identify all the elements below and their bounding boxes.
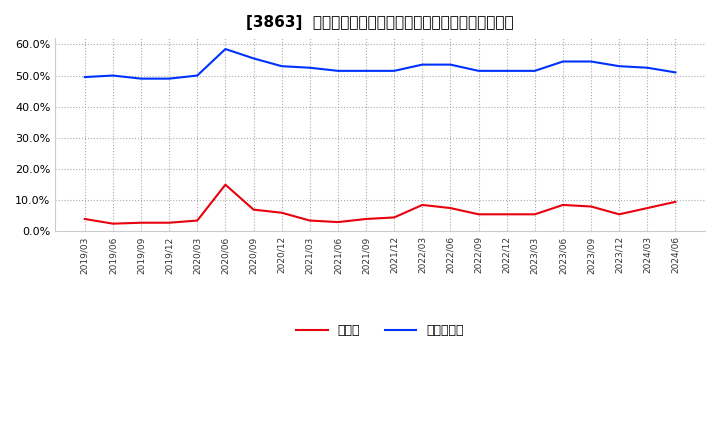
現顔金: [305, 218, 314, 223]
現顔金: [361, 216, 370, 222]
Title: [3863]  現顔金、有利子負債の総資産に対する比率の推移: [3863] 現顔金、有利子負債の総資産に対する比率の推移: [246, 15, 514, 30]
有利子負債: [81, 74, 89, 80]
有利子負債: [277, 63, 286, 69]
現顔金: [671, 199, 680, 205]
現顔金: [390, 215, 398, 220]
現顔金: [643, 205, 652, 211]
有利子負債: [221, 46, 230, 51]
現顔金: [503, 212, 511, 217]
有利子負債: [249, 56, 258, 61]
現顔金: [587, 204, 595, 209]
現顔金: [615, 212, 624, 217]
Line: 現顔金: 現顔金: [85, 185, 675, 224]
現顔金: [277, 210, 286, 216]
有利子負債: [361, 68, 370, 73]
現顔金: [333, 220, 342, 225]
有利子負債: [643, 65, 652, 70]
現顔金: [81, 216, 89, 222]
有利子負債: [671, 70, 680, 75]
現顔金: [559, 202, 567, 208]
Legend: 現顔金, 有利子負債: 現顔金, 有利子負債: [292, 319, 469, 342]
現顔金: [474, 212, 483, 217]
現顔金: [137, 220, 145, 225]
有利子負債: [193, 73, 202, 78]
現顔金: [109, 221, 117, 226]
有利子負債: [165, 76, 174, 81]
有利子負債: [503, 68, 511, 73]
Line: 有利子負債: 有利子負債: [85, 49, 675, 79]
有利子負債: [615, 63, 624, 69]
有利子負債: [531, 68, 539, 73]
有利子負債: [137, 76, 145, 81]
有利子負債: [109, 73, 117, 78]
有利子負債: [559, 59, 567, 64]
現顔金: [221, 182, 230, 187]
有利子負債: [446, 62, 455, 67]
現顔金: [249, 207, 258, 212]
有利子負債: [390, 68, 398, 73]
現顔金: [193, 218, 202, 223]
現顔金: [531, 212, 539, 217]
有利子負債: [587, 59, 595, 64]
有利子負債: [305, 65, 314, 70]
現顔金: [165, 220, 174, 225]
有利子負債: [333, 68, 342, 73]
有利子負債: [418, 62, 427, 67]
現顔金: [446, 205, 455, 211]
現顔金: [418, 202, 427, 208]
有利子負債: [474, 68, 483, 73]
